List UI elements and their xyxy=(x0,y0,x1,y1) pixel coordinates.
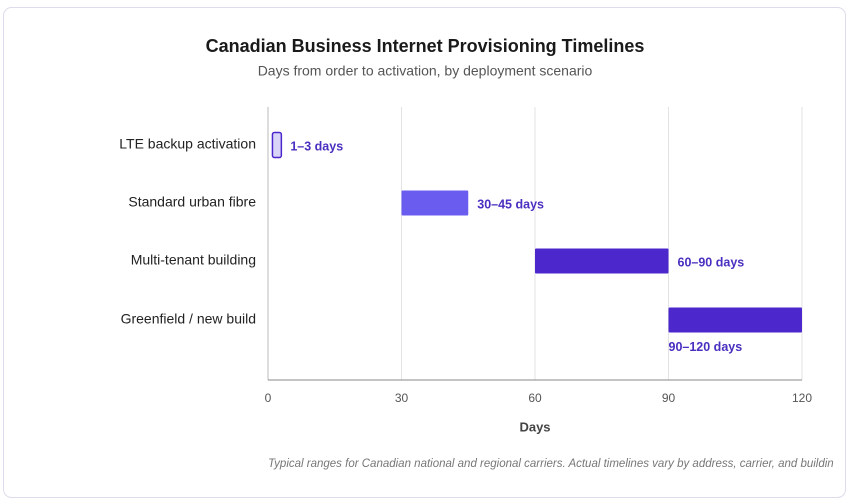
bar xyxy=(401,190,469,216)
footnote: Typical ranges for Canadian national and… xyxy=(268,458,841,470)
bar xyxy=(535,248,669,274)
chart-subtitle: Days from order to activation, by deploy… xyxy=(258,63,593,79)
card xyxy=(3,7,846,498)
chart-title: Canadian Business Internet Provisioning … xyxy=(206,36,645,56)
y-tick-label: Standard urban fibre xyxy=(128,194,256,210)
value-label: 30–45 days xyxy=(477,197,544,211)
x-tick-label: 30 xyxy=(395,391,409,405)
x-tick-label: 0 xyxy=(265,391,272,405)
bar xyxy=(271,131,283,159)
x-tick-label: 90 xyxy=(662,391,676,405)
value-label: 60–90 days xyxy=(678,255,745,269)
x-tick-label: 60 xyxy=(528,391,542,405)
x-tick-label: 120 xyxy=(792,391,812,405)
value-label: 1–3 days xyxy=(290,139,343,153)
x-axis-label: Days xyxy=(519,419,550,434)
y-tick-label: Multi-tenant building xyxy=(131,252,256,268)
bar xyxy=(668,307,802,333)
y-tick-label: Greenfield / new build xyxy=(121,311,256,327)
y-tick-label: LTE backup activation xyxy=(119,136,256,152)
value-label: 90–120 days xyxy=(669,340,743,354)
